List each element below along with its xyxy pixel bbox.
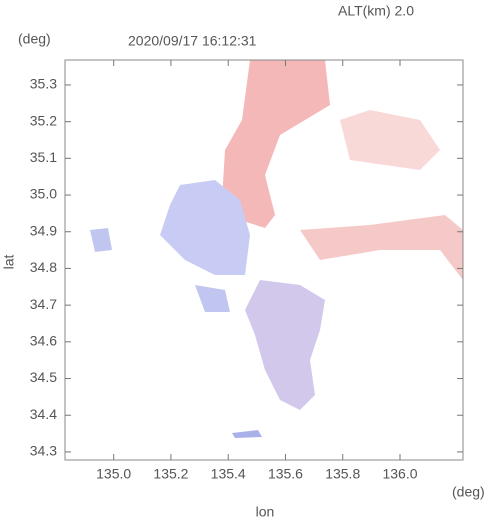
altitude-annotation: ALT(km) 2.0: [338, 3, 414, 19]
y-tick-label: 34.9: [30, 222, 57, 238]
x-unit: (deg): [452, 484, 485, 500]
y-tick-label: 34.3: [30, 443, 57, 459]
x-tick-label: 135.0: [96, 466, 131, 482]
radar-echo: [90, 60, 463, 438]
y-tick-label: 34.6: [30, 333, 57, 349]
chart-title: 2020/09/17 16:12:31: [128, 33, 257, 49]
x-axis-label: lon: [256, 504, 275, 520]
plot-frame: [64, 59, 464, 461]
x-tick-label: 135.6: [268, 466, 303, 482]
echo-region: [195, 285, 230, 312]
echo-region: [160, 180, 250, 275]
y-axis-label: lat: [1, 255, 17, 270]
y-unit: (deg): [18, 31, 51, 47]
y-tick-label: 34.5: [30, 369, 57, 385]
echo-region: [340, 110, 440, 170]
echo-region: [300, 215, 463, 280]
y-tick-label: 35.0: [30, 186, 57, 202]
y-tick-label: 35.1: [30, 149, 57, 165]
y-tick-label: 34.4: [30, 406, 57, 422]
x-tick-label: 135.8: [325, 466, 360, 482]
y-tick-label: 35.3: [30, 76, 57, 92]
echo-region: [90, 228, 112, 252]
x-tick-label: 135.4: [211, 466, 246, 482]
x-tick-label: 136.0: [382, 466, 417, 482]
y-tick-label: 34.8: [30, 259, 57, 275]
x-tick-label: 135.2: [153, 466, 188, 482]
y-tick-label: 35.2: [30, 112, 57, 128]
echo-region: [232, 430, 262, 438]
echo-region: [245, 280, 325, 410]
y-tick-label: 34.7: [30, 296, 57, 312]
echo-region: [222, 60, 330, 228]
